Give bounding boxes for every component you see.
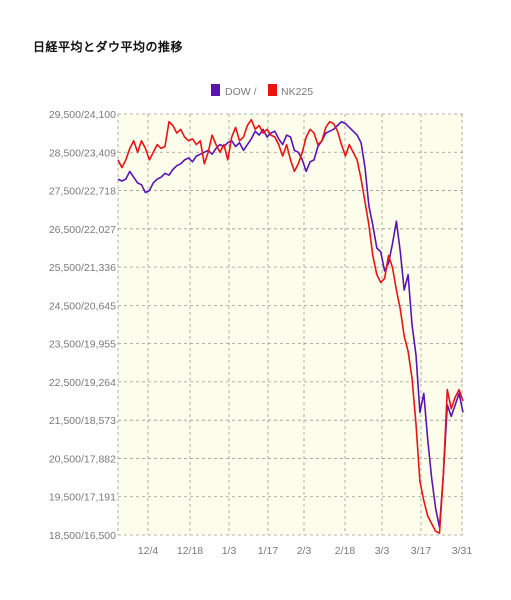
legend-label-nk225: NK225 xyxy=(281,86,313,98)
series-line-nk225 xyxy=(117,118,464,534)
page-title: 日経平均とダウ平均の推移 xyxy=(33,40,184,54)
x-tick-label: 12/4 xyxy=(138,545,159,557)
x-tick-label: 1/17 xyxy=(258,545,279,557)
y-tick-label: 23,500/19,955 xyxy=(49,339,116,351)
y-tick-label: 22,500/19,264 xyxy=(49,377,116,389)
y-tick-label: 29,500/24,100 xyxy=(49,109,116,121)
legend: DOW / NK225 xyxy=(211,84,313,98)
y-tick-label: 27,500/22,718 xyxy=(49,186,116,198)
y-tick-label: 28,500/23,409 xyxy=(49,147,116,159)
x-tick-label: 3/3 xyxy=(375,545,390,557)
legend-label-dow: DOW / xyxy=(225,86,257,98)
y-tick-label: 19,500/17,191 xyxy=(49,492,116,504)
y-tick-label: 26,500/22,027 xyxy=(49,224,116,236)
x-tick-label: 2/18 xyxy=(335,545,356,557)
grid-lines xyxy=(117,113,463,536)
series-line-dow xyxy=(117,120,464,529)
plot-background xyxy=(118,114,463,535)
x-tick-label: 3/31 xyxy=(452,545,473,557)
y-tick-label: 24,500/20,645 xyxy=(49,300,116,312)
legend-swatch-nk225 xyxy=(268,84,277,96)
x-tick-label: 3/17 xyxy=(411,545,432,557)
legend-swatch-dow xyxy=(211,84,220,96)
y-tick-label: 25,500/21,336 xyxy=(49,262,116,274)
x-axis: 12/4 12/18 1/3 1/17 2/3 2/18 3/3 3/17 3/31 xyxy=(138,545,473,557)
x-tick-label: 12/18 xyxy=(177,545,203,557)
y-tick-label: 18,500/16,500 xyxy=(49,530,116,542)
y-tick-label: 21,500/18,573 xyxy=(49,415,116,427)
x-tick-label: 1/3 xyxy=(222,545,237,557)
y-axis: 29,500/24,100 28,500/23,409 27,500/22,718 2… xyxy=(49,109,116,542)
x-tick-label: 2/3 xyxy=(297,545,312,557)
y-tick-label: 20,500/17,882 xyxy=(49,453,116,465)
series-lines xyxy=(117,118,464,534)
